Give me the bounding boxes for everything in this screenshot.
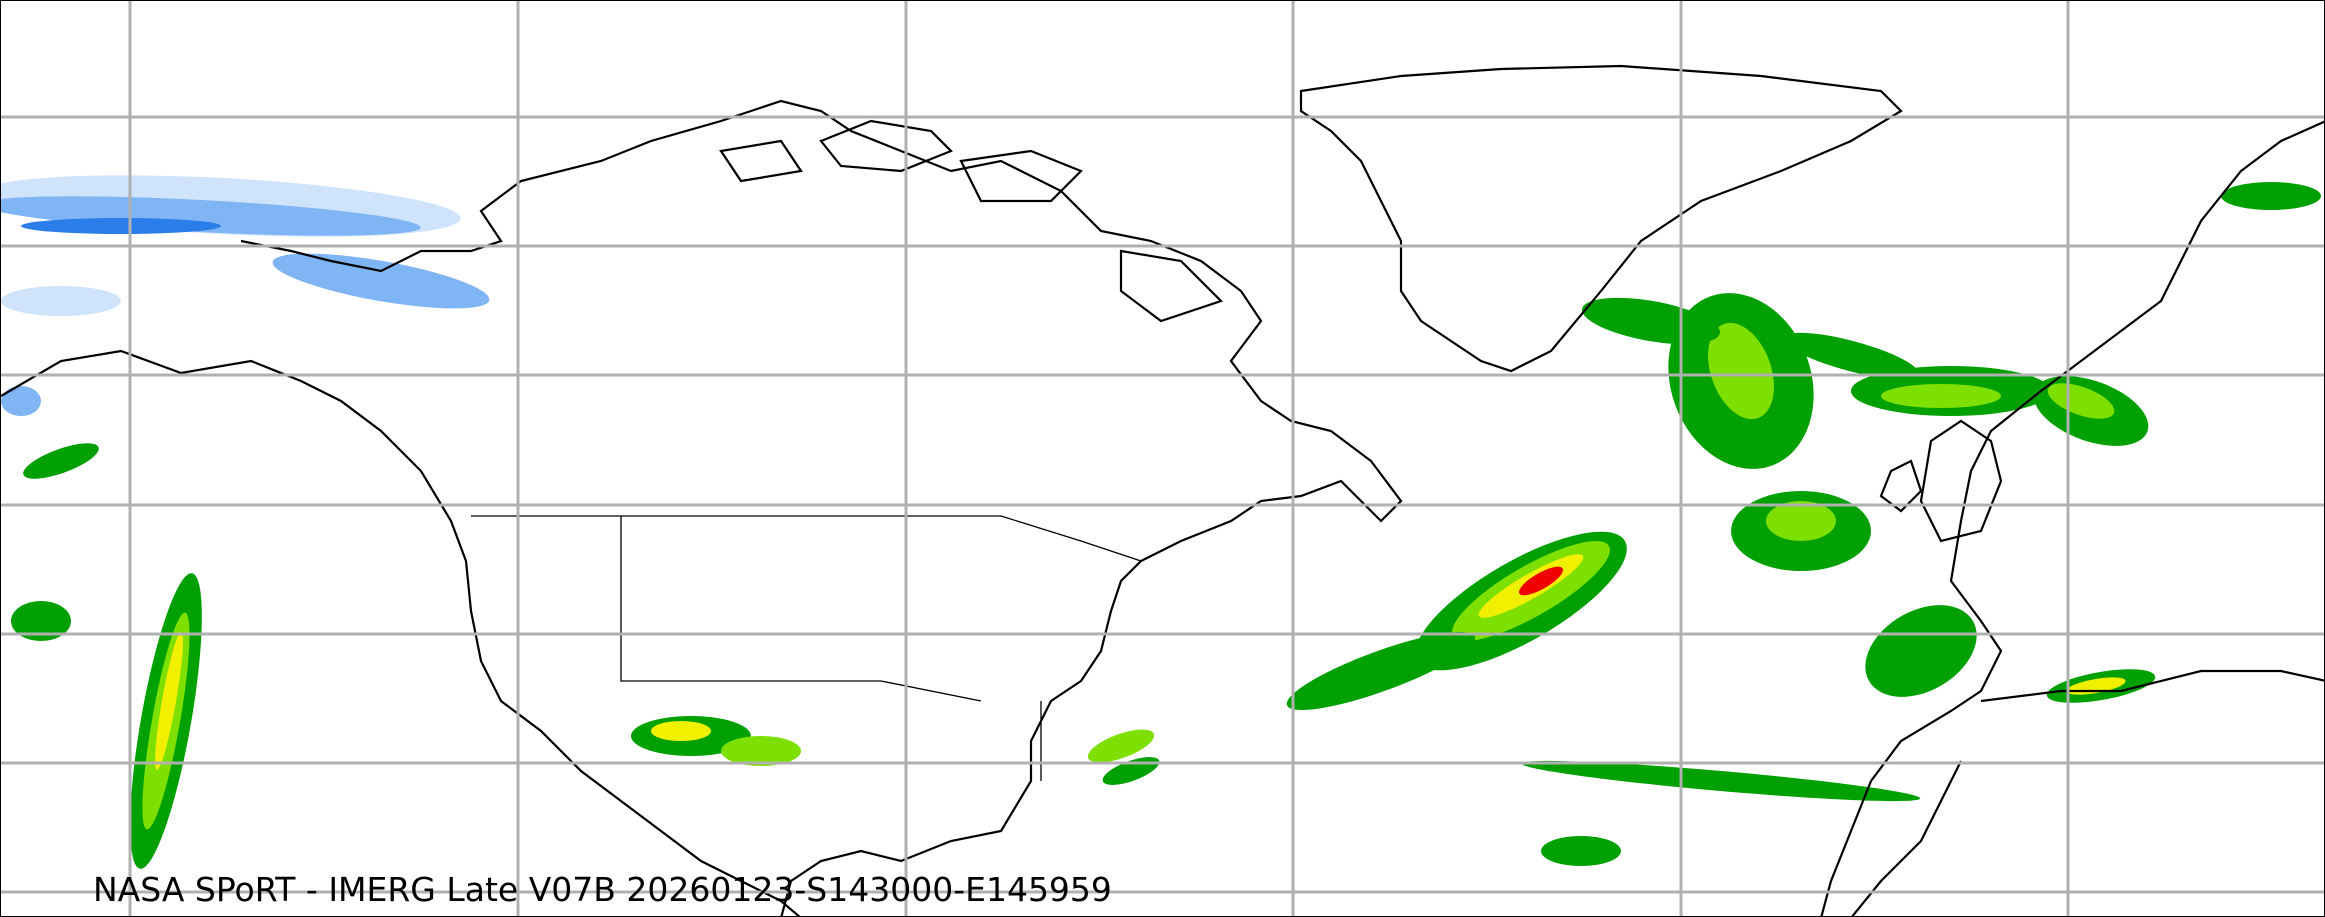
precipitation-area: [1708, 322, 1774, 420]
precipitation-area: [11, 601, 71, 641]
precipitation-area: [1766, 501, 1836, 541]
coastline-north-america: [1, 99, 1403, 916]
precipitation-area: [21, 218, 221, 234]
precipitation-area: [1581, 297, 1721, 345]
precipitation-area: [155, 632, 183, 770]
coastline-europe: [1820, 120, 2324, 916]
coastline-british-isles: [1879, 419, 2003, 543]
precipitation-area: [272, 253, 490, 309]
map-caption: NASA SPoRT - IMERG Late V07B 20260123-S1…: [93, 870, 1112, 909]
coastline-greenland: [1299, 64, 1903, 373]
precipitation-area: [1521, 760, 1921, 802]
precipitation-area: [1, 286, 121, 316]
precipitation-area: [1518, 566, 1564, 596]
precipitation-area: [1783, 332, 1919, 380]
coastline-canadian-arctic: [719, 119, 1224, 323]
border-us-canada: [471, 515, 1142, 781]
coastline-africa: [1851, 669, 2324, 916]
precipitation-area: [1865, 605, 1977, 697]
precipitation-area: [1087, 729, 1155, 763]
precipitation-area: [1881, 384, 2001, 408]
precipitation-area: [2221, 182, 2321, 210]
precipitation-area: [23, 443, 99, 479]
precipitation-area: [1541, 836, 1621, 866]
precipitation-area: [721, 736, 801, 766]
precipitation-area: [1286, 631, 1476, 711]
precipitation-area: [1, 196, 421, 236]
coastline-layer: [1, 64, 2324, 916]
precipitation-area: [651, 721, 711, 741]
precipitation-area: [2047, 383, 2115, 419]
precipitation-area: [1, 386, 41, 416]
precipitation-layer: [1, 175, 2321, 869]
